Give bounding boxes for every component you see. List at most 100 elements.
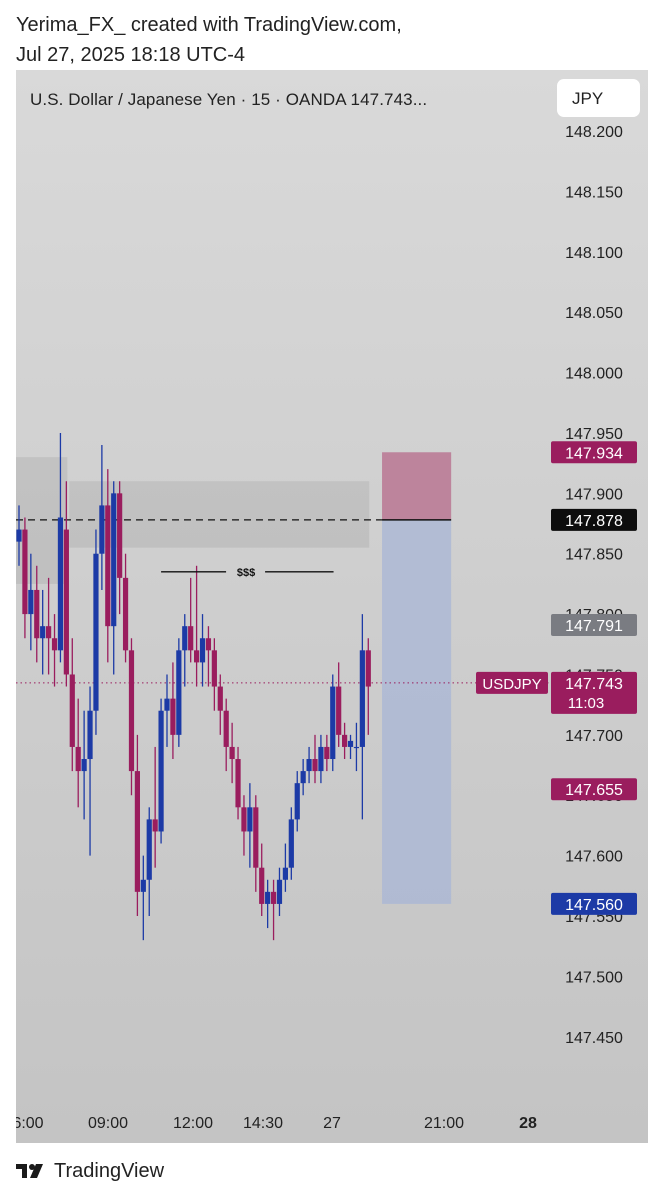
x-tick-label: 12:00 bbox=[173, 1115, 213, 1132]
price-label-text: 147.878 bbox=[565, 513, 623, 530]
candle-bear bbox=[241, 807, 247, 832]
candle-bear bbox=[128, 650, 135, 772]
candle-bear bbox=[217, 686, 223, 711]
tradingview-logo-icon bbox=[16, 1164, 43, 1178]
price-label-text: 147.791 bbox=[565, 618, 623, 635]
candle-bull bbox=[28, 589, 34, 615]
candle-bull bbox=[182, 626, 188, 651]
candle-bull bbox=[288, 819, 294, 868]
chart-panel[interactable]: $$$ 148.200 148.150 148.100 148.050 148.000 14… bbox=[16, 70, 648, 1143]
y-tick-label: 148.200 bbox=[565, 124, 623, 141]
candle-bear bbox=[229, 746, 235, 760]
liquidity-label: $$$ bbox=[237, 567, 255, 579]
candle-bear bbox=[253, 807, 259, 868]
candle-bear bbox=[152, 819, 158, 832]
chart-caption: Yerima_FX_ created with TradingView.com,… bbox=[16, 10, 402, 70]
candle-bear bbox=[105, 505, 111, 627]
candle-bear bbox=[188, 626, 194, 651]
y-tick-label: 147.500 bbox=[565, 969, 623, 986]
price-label-box bbox=[551, 778, 637, 801]
candlestick-chart[interactable]: $$$ 148.200 148.150 148.100 148.050 148.000 14… bbox=[16, 70, 648, 1143]
y-tick-label: 147.950 bbox=[565, 426, 623, 443]
candle-bear bbox=[34, 589, 40, 639]
candle-bull bbox=[40, 626, 46, 639]
candle-bear bbox=[63, 529, 69, 675]
target-zone bbox=[382, 519, 452, 904]
candle-bull bbox=[247, 807, 253, 832]
symbol-title[interactable]: U.S. Dollar / Japanese Yen · 15 · OANDA … bbox=[30, 90, 428, 109]
candle-bear bbox=[324, 746, 330, 760]
y-tick-label: 148.150 bbox=[565, 184, 623, 201]
candle-bear bbox=[365, 650, 371, 687]
candle-bull bbox=[158, 710, 164, 832]
candle-bear bbox=[211, 650, 217, 687]
candle-bear bbox=[46, 626, 52, 639]
candle-bear bbox=[259, 867, 265, 904]
x-tick-label: 27 bbox=[323, 1115, 341, 1132]
candle-bull bbox=[353, 746, 360, 749]
candle-bull bbox=[282, 867, 288, 880]
candle-bull bbox=[164, 698, 170, 711]
candle-bull bbox=[176, 650, 182, 735]
price-label-box bbox=[551, 613, 637, 636]
y-tick-label: 147.850 bbox=[565, 547, 623, 564]
price-label-box bbox=[551, 508, 637, 531]
price-label-text: 147.560 bbox=[565, 897, 623, 914]
candle-bear bbox=[194, 650, 200, 663]
y-tick-label: 147.900 bbox=[565, 486, 623, 503]
x-tick-label: 09:00 bbox=[88, 1115, 128, 1132]
caption-date: Jul 27, 2025 18:18 UTC-4 bbox=[16, 44, 246, 66]
candle-bull bbox=[294, 783, 300, 820]
price-label-text: 147.655 bbox=[565, 782, 623, 799]
candle-bull bbox=[276, 879, 283, 904]
x-tick-label: 28 bbox=[519, 1115, 537, 1132]
candle-bull bbox=[306, 759, 312, 772]
candle-bull bbox=[99, 505, 105, 554]
candle-bull bbox=[300, 771, 306, 784]
candle-bull bbox=[111, 493, 117, 627]
footer: TradingView bbox=[16, 1157, 164, 1185]
y-tick-label: 148.000 bbox=[565, 366, 623, 383]
stop-zone bbox=[382, 452, 452, 520]
candle-bull bbox=[347, 740, 354, 747]
candle-bear bbox=[51, 638, 58, 651]
candle-bull bbox=[140, 879, 146, 892]
candle-bear bbox=[223, 710, 229, 747]
candle-bear bbox=[134, 771, 140, 892]
caption-author: Yerima_FX_ created with TradingView.com, bbox=[16, 14, 402, 36]
price-label-box bbox=[551, 892, 637, 915]
candle-bull bbox=[146, 819, 152, 880]
candle-bull bbox=[93, 553, 99, 711]
current-price-box bbox=[551, 671, 637, 714]
candle-bull bbox=[16, 529, 22, 542]
symbol-label-text: USDJPY bbox=[482, 676, 541, 693]
candle-bear bbox=[235, 759, 241, 808]
candle-bear bbox=[75, 746, 81, 772]
candle-bear bbox=[69, 674, 75, 747]
price-label-text: 147.934 bbox=[565, 445, 623, 462]
candle-bear bbox=[342, 734, 348, 747]
candle-bull bbox=[57, 517, 64, 651]
candle-bear bbox=[170, 698, 176, 735]
x-tick-label: 14:30 bbox=[243, 1115, 283, 1132]
candle-bear bbox=[336, 686, 342, 735]
footer-brand: TradingView bbox=[54, 1159, 165, 1182]
y-tick-label: 148.050 bbox=[565, 305, 623, 322]
price-label-box bbox=[551, 441, 637, 464]
candle-bear bbox=[312, 759, 318, 772]
y-tick-label: 147.450 bbox=[565, 1030, 623, 1047]
candle-bull bbox=[199, 638, 206, 663]
countdown-text: 11:03 bbox=[568, 695, 604, 712]
candle-bull bbox=[81, 759, 87, 772]
y-tick-label: 147.700 bbox=[565, 728, 623, 745]
candle-bear bbox=[22, 529, 28, 615]
currency-button[interactable]: JPY bbox=[557, 79, 640, 117]
candle-bull bbox=[330, 686, 336, 760]
y-tick-label: 147.600 bbox=[565, 849, 623, 866]
x-tick-label: 6:00 bbox=[16, 1115, 44, 1132]
candle-bull bbox=[87, 710, 93, 760]
candle-bear bbox=[270, 891, 277, 904]
y-tick-label: 148.100 bbox=[565, 245, 623, 262]
candle-bull bbox=[265, 891, 271, 904]
candle-bull bbox=[359, 650, 365, 747]
